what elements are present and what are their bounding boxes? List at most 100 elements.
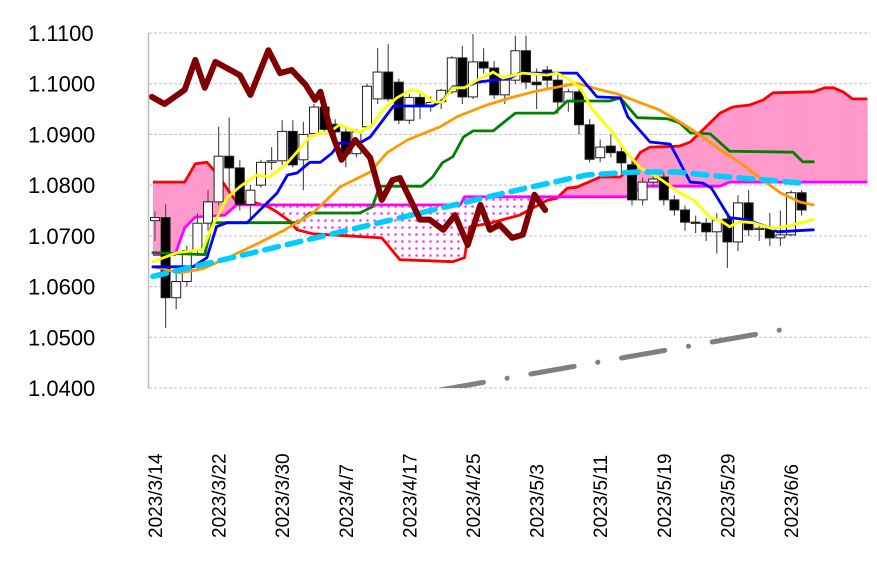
candle xyxy=(245,185,256,221)
candle-body-bearish xyxy=(701,222,712,233)
cloud-segment-bullish xyxy=(623,172,627,197)
cloud-segment-bullish xyxy=(670,146,673,187)
cloud-segment-bullish xyxy=(746,105,749,183)
cloud-segment-bearish xyxy=(504,196,508,220)
candle xyxy=(680,205,690,231)
cloud-segment-bullish xyxy=(572,187,576,197)
cloud-segment-bullish xyxy=(865,98,868,183)
cloud-segment-bearish xyxy=(500,196,504,221)
cloud-segment-bearish xyxy=(513,196,516,217)
cloud-segment-bullish xyxy=(701,128,705,187)
cloud-segment-bearish xyxy=(386,204,389,246)
cloud-segment-bullish xyxy=(841,91,845,183)
candle-body-bearish xyxy=(584,124,595,160)
candle xyxy=(669,195,680,216)
cloud-segment-bullish xyxy=(593,178,597,197)
cloud-segment-bullish xyxy=(668,146,671,187)
candle-body-bearish xyxy=(574,91,584,126)
y-axis-ticks: 1.1100 1.1000 1.0900 1.0800 1.0700 1.0600 1.05… xyxy=(28,21,95,401)
cloud-segment-bullish xyxy=(769,93,773,183)
candle-body-bearish xyxy=(224,155,235,169)
y-tick-label: 1.1100 xyxy=(28,21,94,46)
candle-body-bullish xyxy=(595,146,606,159)
candle-body-bullish xyxy=(245,189,256,205)
cloud-segment-bullish xyxy=(844,92,847,183)
candle-body-bearish xyxy=(722,218,733,243)
candle-body-bullish xyxy=(648,178,659,183)
cloud-segment-bearish xyxy=(502,196,506,220)
candle-body-bullish xyxy=(510,50,521,81)
x-tick-label: 2023/6/6 xyxy=(782,464,803,538)
candle xyxy=(637,177,648,206)
cloud-segment-bullish xyxy=(598,177,601,197)
cloud-segment-bullish xyxy=(195,163,198,218)
cloud-segment-bullish xyxy=(568,187,571,197)
cloud-segment-bullish xyxy=(731,106,735,183)
candle-body-bullish xyxy=(372,71,383,100)
x-tick-label: 2023/5/19 xyxy=(655,453,676,538)
cloud-segment-bearish xyxy=(443,204,446,262)
candle-body-bullish xyxy=(256,161,266,186)
cloud-segment-bullish xyxy=(184,178,188,228)
cloud-segment-bullish xyxy=(186,174,190,226)
cloud-segment-bullish xyxy=(729,107,733,183)
cloud-segment-bearish xyxy=(369,204,372,238)
y-tick-label: 1.0800 xyxy=(28,173,95,198)
candle xyxy=(690,215,701,234)
cloud-segment-bullish xyxy=(822,87,826,183)
cloud-segment-bullish xyxy=(786,92,790,183)
cloud-segment-bearish xyxy=(392,204,395,254)
cloud-segment-bearish xyxy=(373,204,376,238)
cloud-segment-bullish xyxy=(835,88,839,183)
cloud-segment-bullish xyxy=(574,187,578,197)
cloud-segment-bearish xyxy=(506,196,510,219)
indicator-lines xyxy=(149,47,815,388)
cloud-segment-bearish xyxy=(515,196,518,217)
cloud-segment-bullish xyxy=(587,181,590,197)
candle-body-bullish xyxy=(277,130,288,162)
cloud-segment-bullish xyxy=(776,92,779,183)
cloud-segment-bearish xyxy=(496,196,499,222)
candle xyxy=(383,44,394,102)
candle-body-bearish xyxy=(415,96,425,106)
candle xyxy=(266,147,277,170)
cloud-segment-bearish xyxy=(468,196,472,233)
cloud-segment-bullish xyxy=(791,92,794,183)
candle-body-bullish xyxy=(637,181,648,201)
cloud-segment-bullish xyxy=(782,92,786,183)
cloud-segment-bullish xyxy=(721,111,724,186)
cloud-segment-bearish xyxy=(434,204,438,262)
cloud-segment-bullish xyxy=(735,106,739,183)
y-tick-label: 1.0400 xyxy=(28,376,95,401)
cloud-segment-bullish xyxy=(619,176,622,197)
candle-body-bullish xyxy=(775,234,786,239)
candle-body-bearish xyxy=(690,221,701,224)
candle xyxy=(457,45,468,104)
cloud-segment-bullish xyxy=(816,89,819,183)
cloud-segment-bullish xyxy=(708,122,711,187)
x-tick-label: 2023/4/25 xyxy=(464,453,485,538)
cloud-segment-bullish xyxy=(807,91,811,183)
candle-body-bearish xyxy=(616,151,627,164)
cloud-segment-bearish xyxy=(519,196,523,216)
candle-body-bullish xyxy=(213,155,224,203)
candle xyxy=(584,119,595,163)
senkou-span-b xyxy=(152,180,868,256)
candle-body-bullish xyxy=(446,57,457,93)
cloud-segment-bullish xyxy=(197,163,200,217)
cloud-segment-bullish xyxy=(863,98,866,183)
cloud-segment-bearish xyxy=(439,204,442,262)
cloud-segment-bullish xyxy=(831,87,834,183)
cloud-segment-bullish xyxy=(780,92,783,183)
candle xyxy=(478,48,489,74)
x-axis-ticks: 2023/3/14 2023/3/22 2023/3/30 2023/4/7 2023/… xyxy=(146,453,803,538)
candle-body-bullish xyxy=(309,106,319,134)
candle-body-bullish xyxy=(203,201,213,224)
cloud-segment-bullish xyxy=(793,92,796,183)
candle-body-bearish xyxy=(383,71,394,100)
cloud-segment-bearish xyxy=(288,204,292,224)
cloud-segment-bullish xyxy=(839,90,843,183)
orange-line xyxy=(151,81,815,275)
cloud-segment-bullish xyxy=(856,98,860,183)
cloud-segment-bullish xyxy=(750,103,754,183)
